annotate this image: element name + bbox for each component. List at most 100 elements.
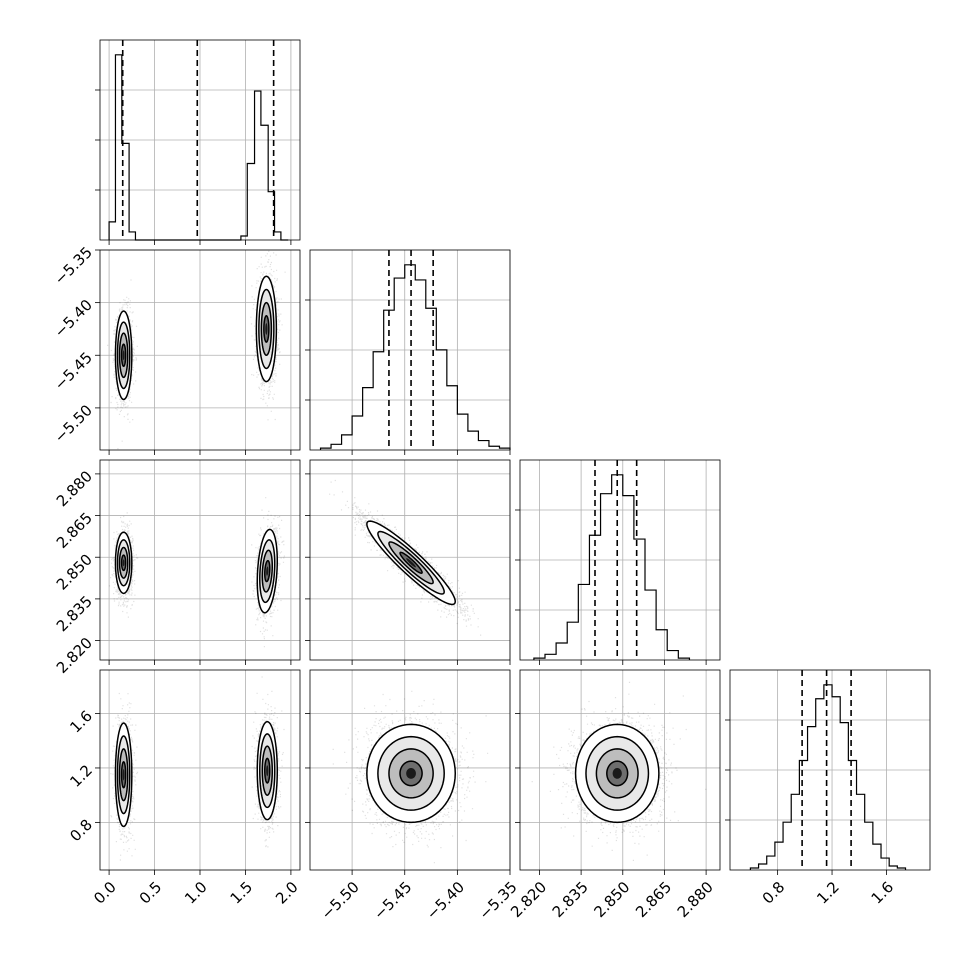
density-level xyxy=(406,768,416,779)
contour-line xyxy=(118,748,129,802)
histogram-bars xyxy=(749,684,907,870)
x-tick-label: 1.0 xyxy=(181,878,211,908)
x-tick-label: 0.0 xyxy=(90,878,120,908)
contour-line xyxy=(261,549,274,593)
contour-line xyxy=(264,559,271,583)
x-tick-label: 2.865 xyxy=(632,878,675,921)
contour-line xyxy=(255,275,278,383)
contour-line xyxy=(256,528,279,614)
x-tick-label: −5.50 xyxy=(318,878,363,923)
contour-line xyxy=(606,760,629,787)
x-tick-label: 2.880 xyxy=(674,878,717,921)
histogram-panel-0 xyxy=(95,39,301,245)
contour-line xyxy=(261,745,274,796)
panel-frame xyxy=(729,669,931,871)
x-tick-label: 1.6 xyxy=(868,878,898,908)
y-tick-label: 1.6 xyxy=(66,707,96,737)
x-tick-label: 1.2 xyxy=(813,878,843,908)
density-level xyxy=(406,558,416,568)
y-tick-label: 2.865 xyxy=(53,509,96,552)
y-tick-label: −5.50 xyxy=(51,401,96,446)
contour-line xyxy=(259,733,276,809)
contour-line xyxy=(120,761,127,789)
density-level xyxy=(612,768,622,779)
joint-panel-1-3 xyxy=(305,669,511,875)
x-tick-label: −5.40 xyxy=(423,878,468,923)
histogram-bars xyxy=(108,54,289,241)
joint-panel-0-1 xyxy=(95,249,301,455)
y-tick-label: −5.35 xyxy=(51,243,96,288)
joint-content xyxy=(332,690,489,864)
y-tick-label: −5.45 xyxy=(51,349,96,394)
density-level xyxy=(122,350,125,361)
x-tick-label: 2.835 xyxy=(549,878,592,921)
joint-content xyxy=(107,250,286,450)
panel-frame xyxy=(519,459,721,661)
joint-content xyxy=(108,497,286,648)
joint-content xyxy=(329,479,482,636)
x-tick-label: 0.8 xyxy=(759,878,789,908)
joint-panel-0-2 xyxy=(95,459,301,665)
panel-frame xyxy=(99,459,301,661)
contour-line xyxy=(399,760,423,787)
y-tick-label: 2.880 xyxy=(53,467,96,510)
x-tick-label: 0.5 xyxy=(136,878,166,908)
y-tick-label: 0.8 xyxy=(66,816,96,846)
contour-line xyxy=(114,722,133,828)
joint-content xyxy=(531,681,707,861)
x-tick-label: 1.5 xyxy=(227,878,257,908)
x-tick-label: 2.850 xyxy=(590,878,633,921)
contour-line xyxy=(388,541,434,585)
y-tick-label: 1.2 xyxy=(66,761,96,791)
contour-line xyxy=(118,332,129,379)
panel-frame xyxy=(309,459,511,661)
contour-line xyxy=(377,530,445,595)
x-tick-label: 2.0 xyxy=(272,878,302,908)
contour-line xyxy=(116,735,131,815)
joint-panel-0-3 xyxy=(95,669,301,875)
contour-line xyxy=(120,343,127,368)
contour-line xyxy=(256,720,279,821)
contour-line xyxy=(260,301,273,357)
panel-frame xyxy=(309,669,511,871)
joint-panel-2-3 xyxy=(515,669,721,875)
contour-line xyxy=(116,539,131,587)
joint-content xyxy=(110,676,285,861)
y-tick-label: −5.40 xyxy=(51,296,96,341)
contour-line xyxy=(114,531,133,595)
contour-line xyxy=(377,735,445,811)
density-level xyxy=(122,769,125,781)
contour-line xyxy=(399,551,423,574)
y-tick-label: 2.835 xyxy=(53,592,96,635)
joint-panel-1-2 xyxy=(305,459,511,665)
y-tick-label: 2.820 xyxy=(53,634,96,677)
histogram-panel-2 xyxy=(515,459,721,665)
histogram-panel-3 xyxy=(725,669,931,875)
density-level xyxy=(265,323,268,335)
contour-line xyxy=(114,310,133,401)
panel-frame xyxy=(519,669,721,871)
contour-line xyxy=(120,554,127,572)
histogram-bars xyxy=(319,264,511,450)
contour-line xyxy=(118,546,129,579)
contour-line xyxy=(263,315,270,343)
y-tick-label: 2.850 xyxy=(53,551,96,594)
contour-line xyxy=(585,735,650,811)
panel-frame xyxy=(99,39,301,241)
contour-line xyxy=(259,539,276,604)
histogram-panel-1 xyxy=(305,249,511,455)
contour-line xyxy=(366,520,457,606)
density-level xyxy=(266,566,269,576)
contour-line xyxy=(388,748,434,799)
contour-line xyxy=(258,288,275,370)
contour-line xyxy=(595,748,639,799)
x-tick-label: −5.45 xyxy=(370,878,415,923)
panel-frame xyxy=(99,669,301,871)
contour-line xyxy=(264,757,271,784)
density-level xyxy=(122,559,125,567)
panel-frame xyxy=(309,249,511,451)
contour-line xyxy=(574,723,660,824)
contour-line xyxy=(366,723,457,824)
contour-line xyxy=(116,321,131,390)
